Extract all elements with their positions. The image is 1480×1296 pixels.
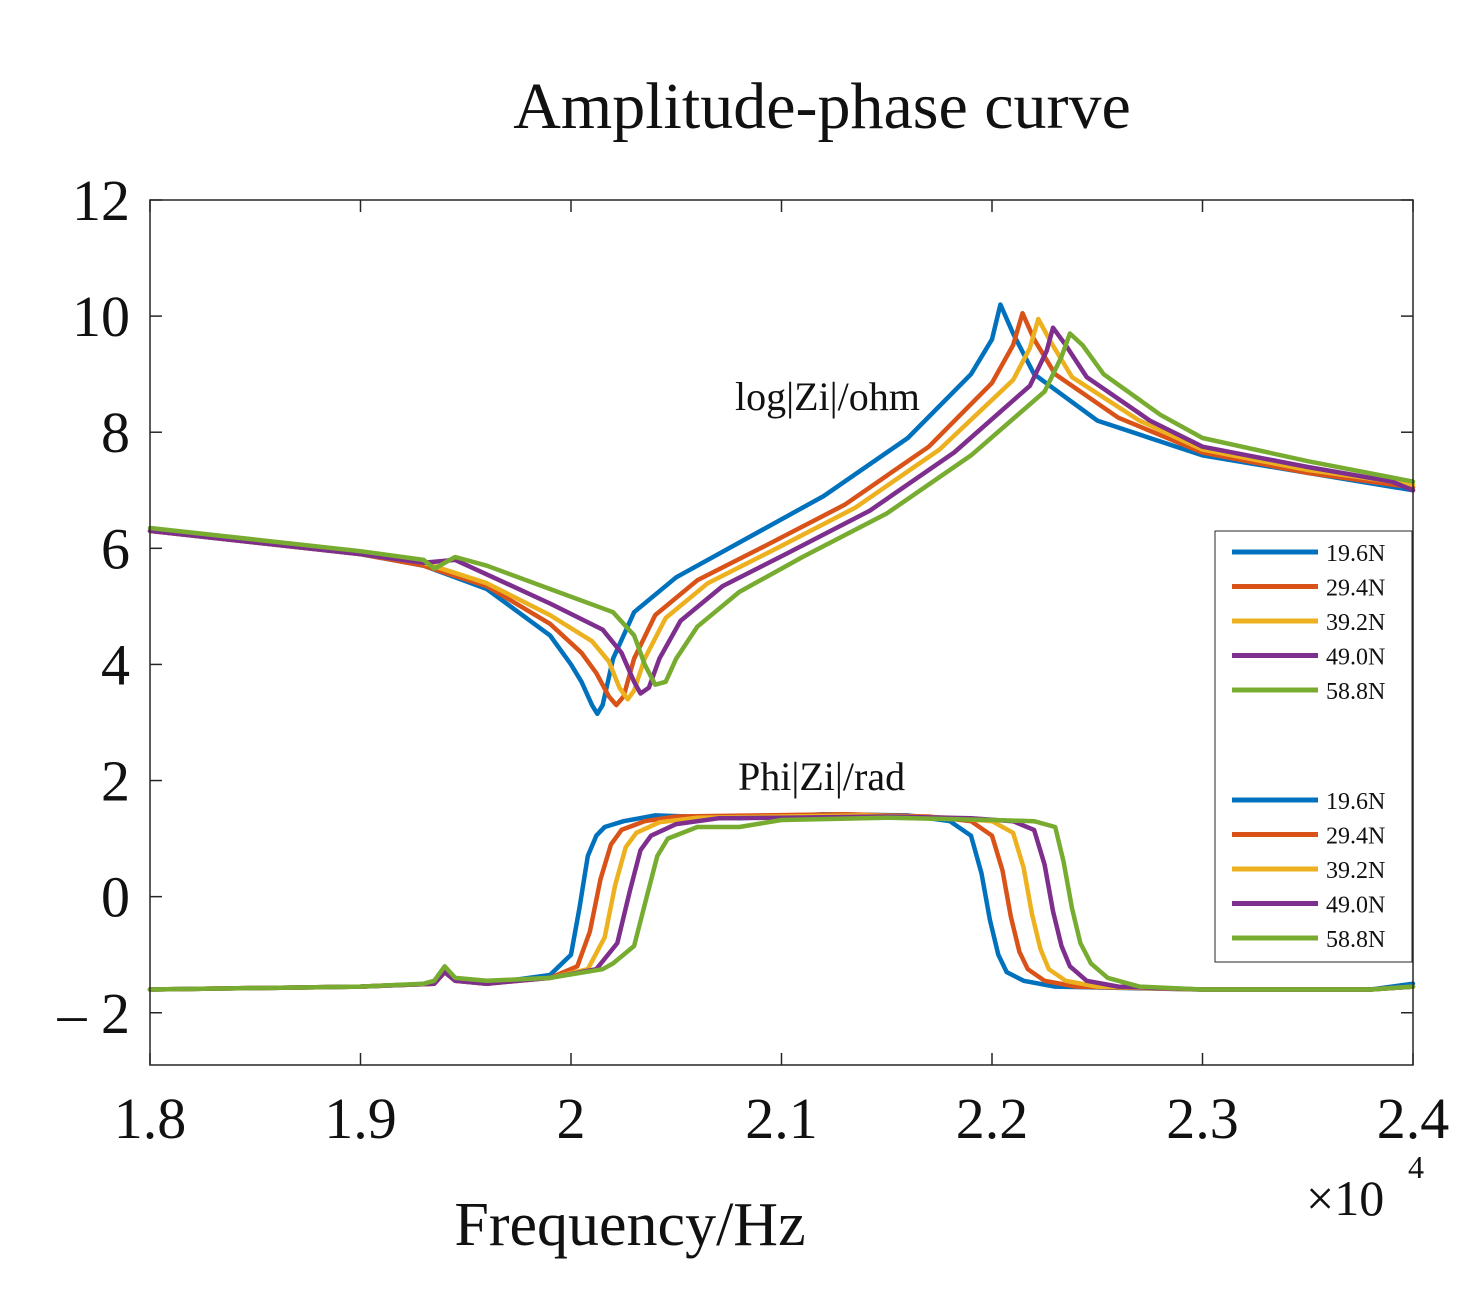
legend-label: 58.8N xyxy=(1326,679,1385,705)
plot-series xyxy=(147,302,1416,992)
x-multiplier-base: ×10 xyxy=(1306,1170,1384,1226)
legend-label: 58.8N xyxy=(1326,927,1385,953)
legend-box xyxy=(1214,530,1413,963)
y-tick-label: 2 xyxy=(101,749,130,814)
legend-label: 19.6N xyxy=(1326,541,1385,567)
x-tick-label: 2.1 xyxy=(745,1086,818,1151)
y-tick-label: 4 xyxy=(101,632,130,697)
legend: 19.6N 29.4N 39.2N 49.0N 58.8N 19.6N 29.4N 39.2N… xyxy=(1214,530,1413,963)
y-tick-label: 0 xyxy=(101,865,130,930)
legend-label: 39.2N xyxy=(1326,610,1385,636)
x-tick-label: 2.4 xyxy=(1377,1086,1450,1151)
legend-label: 19.6N xyxy=(1326,789,1385,815)
legend-items: 19.6N 29.4N 39.2N 49.0N 58.8N 19.6N 29.4N 39.2N… xyxy=(1232,541,1385,953)
series-line-phase-49-0n xyxy=(147,814,1416,992)
y-tick-label: 6 xyxy=(101,516,130,581)
x-axis-ticks: 1.8 1.9 2 2.1 2.2 2.3 2.4 xyxy=(114,200,1450,1151)
annotation-phase: Phi|Zi|/rad xyxy=(738,754,905,799)
y-tick-label: 10 xyxy=(72,284,130,349)
y-tick-label: 12 xyxy=(72,168,130,233)
series-line-amplitude-58-8n xyxy=(147,331,1416,687)
series-line-amplitude-29-4n xyxy=(147,310,1416,708)
x-tick-label: 2 xyxy=(557,1086,586,1151)
series-line-amplitude-39-2n xyxy=(147,316,1416,702)
series-line-amplitude-49-0n xyxy=(147,325,1416,696)
legend-label: 29.4N xyxy=(1326,824,1385,850)
x-axis-multiplier: ×10 4 xyxy=(1306,1149,1424,1226)
annotation-amplitude: log|Zi|/ohm xyxy=(735,374,920,419)
x-multiplier-exponent: 4 xyxy=(1408,1149,1424,1185)
y-axis-ticks: – 2 0 2 4 6 8 10 12 xyxy=(57,168,1413,1046)
chart-title: Amplitude-phase curve xyxy=(513,70,1131,143)
legend-label: 49.0N xyxy=(1326,645,1385,671)
legend-label: 29.4N xyxy=(1326,576,1385,602)
x-tick-label: 2.2 xyxy=(956,1086,1029,1151)
x-tick-label: 1.9 xyxy=(324,1086,397,1151)
legend-label: 39.2N xyxy=(1326,858,1385,884)
series-line-phase-58-8n xyxy=(147,815,1416,992)
x-tick-label: 2.3 xyxy=(1166,1086,1239,1151)
x-tick-label: 1.8 xyxy=(114,1086,187,1151)
legend-label: 49.0N xyxy=(1326,893,1385,919)
y-tick-label: – 2 xyxy=(57,981,131,1046)
series-line-amplitude-19-6n xyxy=(147,302,1416,717)
y-tick-label: 8 xyxy=(101,400,130,465)
x-axis-label: Frequency/Hz xyxy=(454,1191,805,1259)
